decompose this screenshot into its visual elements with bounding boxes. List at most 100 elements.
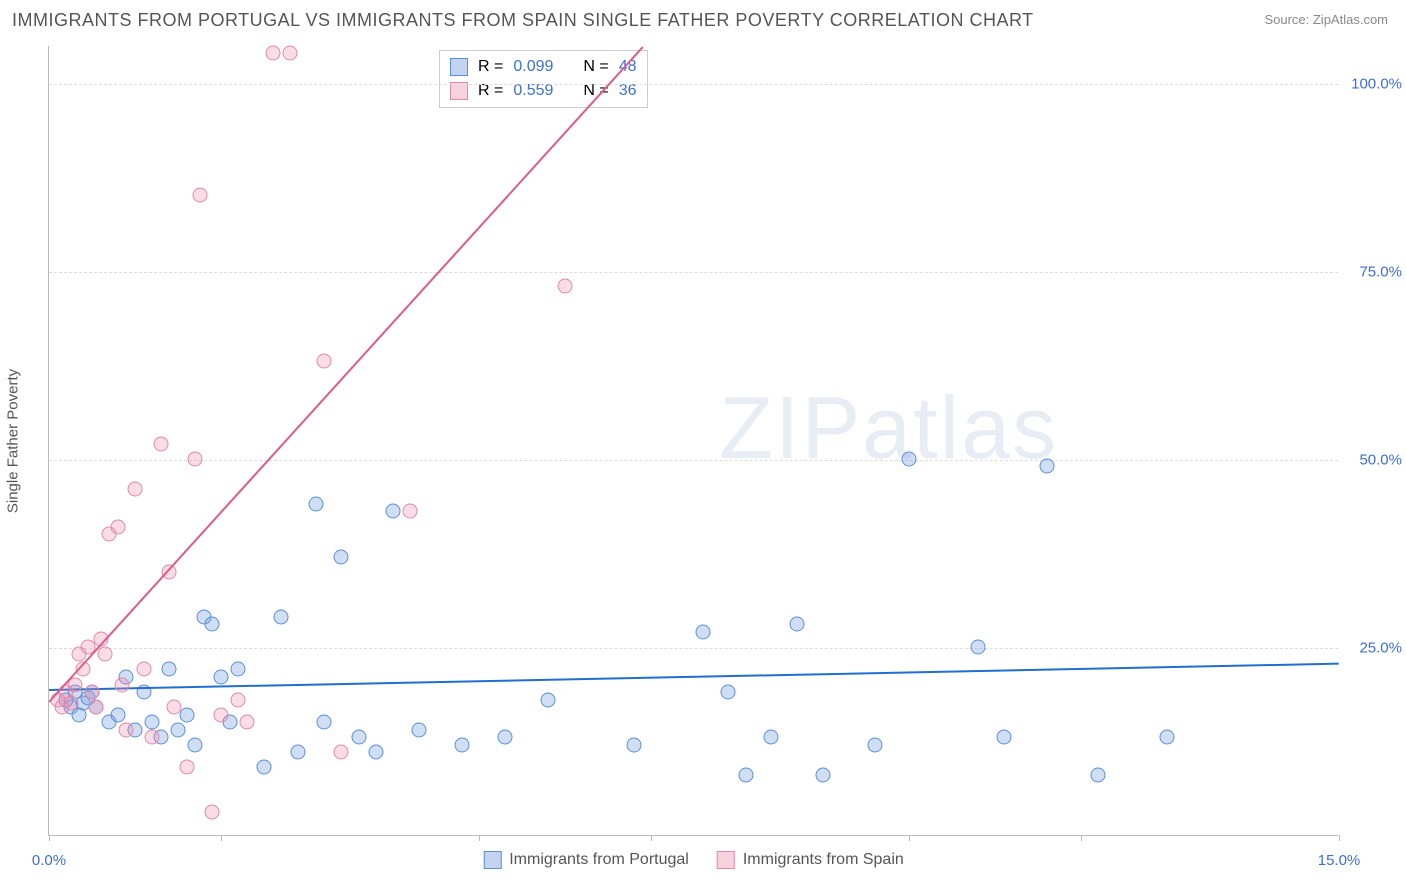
x-tick	[909, 835, 910, 841]
stat-r-label: R =	[478, 79, 503, 103]
point-portugal	[110, 707, 125, 722]
point-portugal	[497, 730, 512, 745]
point-portugal	[214, 670, 229, 685]
point-spain	[166, 700, 181, 715]
point-portugal	[317, 715, 332, 730]
y-tick-label: 100.0%	[1344, 75, 1402, 92]
stat-r-label: R =	[478, 55, 503, 79]
regression-line-spain	[48, 46, 643, 702]
x-tick	[479, 835, 480, 841]
point-portugal	[179, 707, 194, 722]
legend-item: Immigrants from Spain	[717, 851, 904, 869]
point-portugal	[970, 639, 985, 654]
point-portugal	[257, 760, 272, 775]
point-spain	[282, 45, 297, 60]
y-axis-label: Single Father Poverty	[5, 368, 22, 512]
source-attribution: Source: ZipAtlas.com	[1264, 12, 1388, 27]
point-portugal	[867, 737, 882, 752]
watermark: ZIPatlas	[719, 377, 1058, 479]
point-portugal	[996, 730, 1011, 745]
point-portugal	[205, 617, 220, 632]
point-portugal	[902, 451, 917, 466]
legend-swatch	[450, 82, 468, 100]
point-portugal	[334, 549, 349, 564]
point-portugal	[626, 737, 641, 752]
y-tick-label: 25.0%	[1344, 639, 1402, 656]
point-portugal	[386, 504, 401, 519]
point-spain	[265, 45, 280, 60]
point-spain	[145, 730, 160, 745]
point-spain	[110, 519, 125, 534]
legend-swatch	[483, 851, 501, 869]
point-portugal	[188, 737, 203, 752]
stat-r-value: 0.559	[513, 79, 553, 103]
x-tick-label: 0.0%	[32, 852, 66, 869]
stat-r-value: 0.099	[513, 55, 553, 79]
x-tick	[221, 835, 222, 841]
scatter-chart: Single Father Poverty ZIPatlas R =0.099N…	[48, 46, 1338, 836]
point-spain	[192, 188, 207, 203]
point-portugal	[231, 662, 246, 677]
point-portugal	[368, 745, 383, 760]
point-spain	[63, 696, 78, 711]
point-spain	[558, 278, 573, 293]
point-portugal	[274, 609, 289, 624]
point-spain	[153, 436, 168, 451]
x-tick	[651, 835, 652, 841]
point-spain	[128, 481, 143, 496]
point-spain	[239, 715, 254, 730]
point-spain	[214, 707, 229, 722]
stats-row: R = 0.099 N = 48	[450, 55, 637, 79]
point-portugal	[764, 730, 779, 745]
x-tick	[1339, 835, 1340, 841]
point-portugal	[738, 767, 753, 782]
legend-label: Immigrants from Portugal	[509, 851, 689, 869]
point-spain	[231, 692, 246, 707]
point-portugal	[1160, 730, 1175, 745]
point-spain	[85, 685, 100, 700]
watermark-zip: ZIP	[719, 378, 862, 477]
point-portugal	[171, 722, 186, 737]
y-tick-label: 50.0%	[1344, 451, 1402, 468]
gridline	[49, 272, 1338, 273]
stat-n-value: 48	[619, 55, 637, 79]
legend-swatch	[717, 851, 735, 869]
point-portugal	[308, 496, 323, 511]
point-spain	[205, 805, 220, 820]
point-portugal	[1039, 459, 1054, 474]
point-portugal	[540, 692, 555, 707]
point-portugal	[790, 617, 805, 632]
x-tick-label: 15.0%	[1318, 852, 1361, 869]
stat-n-label: N =	[583, 55, 608, 79]
point-portugal	[162, 662, 177, 677]
x-tick	[49, 835, 50, 841]
point-portugal	[351, 730, 366, 745]
point-spain	[403, 504, 418, 519]
legend-item: Immigrants from Portugal	[483, 851, 689, 869]
point-portugal	[411, 722, 426, 737]
bottom-legend: Immigrants from Portugal Immigrants from …	[483, 851, 904, 869]
chart-title: IMMIGRANTS FROM PORTUGAL VS IMMIGRANTS F…	[12, 10, 1034, 31]
point-spain	[317, 354, 332, 369]
point-portugal	[721, 685, 736, 700]
gridline	[49, 460, 1338, 461]
stat-n-value: 36	[619, 79, 637, 103]
legend-swatch	[450, 58, 468, 76]
point-spain	[136, 662, 151, 677]
point-portugal	[454, 737, 469, 752]
point-portugal	[291, 745, 306, 760]
gridline	[49, 648, 1338, 649]
stats-box: R = 0.099 N = 48R = 0.559 N = 36	[439, 50, 648, 108]
point-spain	[97, 647, 112, 662]
gridline	[49, 84, 1338, 85]
x-tick	[1081, 835, 1082, 841]
point-spain	[188, 451, 203, 466]
point-spain	[179, 760, 194, 775]
point-spain	[115, 677, 130, 692]
point-spain	[334, 745, 349, 760]
point-portugal	[1091, 767, 1106, 782]
point-spain	[119, 722, 134, 737]
legend-label: Immigrants from Spain	[743, 851, 904, 869]
point-portugal	[695, 624, 710, 639]
point-spain	[89, 700, 104, 715]
